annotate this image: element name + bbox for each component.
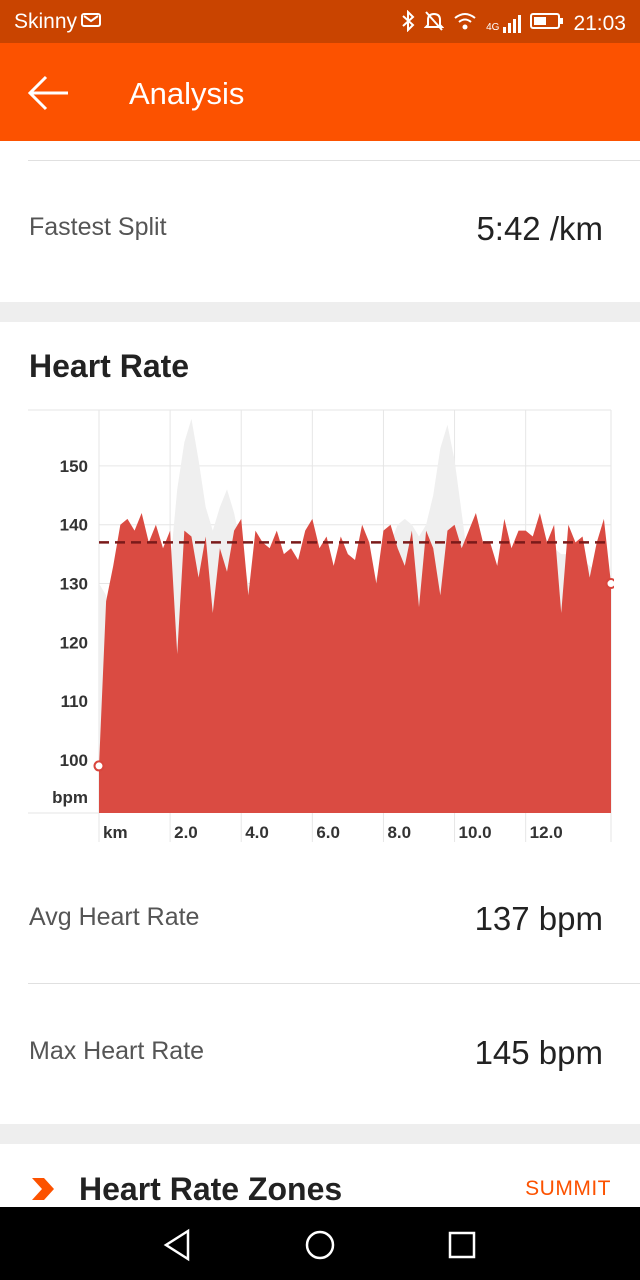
x-tick-label: 8.0	[387, 823, 411, 842]
arrow-left-icon	[26, 75, 72, 117]
fastest-split-value: 5:42 /km	[476, 210, 603, 247]
status-right: 4G 21:03	[401, 9, 626, 38]
x-tick-label: 2.0	[174, 823, 198, 842]
nav-back-button[interactable]	[158, 1225, 198, 1265]
recents-square-icon	[442, 1231, 482, 1269]
chart-markers	[93, 578, 614, 772]
summit-badge[interactable]: SUMMIT	[525, 1177, 611, 1200]
x-tick-label: 10.0	[459, 823, 492, 842]
wifi-icon	[453, 11, 477, 37]
x-tick-label: 12.0	[530, 823, 563, 842]
heart-rate-series	[99, 512, 611, 813]
x-tick-label: 6.0	[316, 823, 340, 842]
y-tick-label: 150	[60, 457, 88, 476]
carrier-name: Skinny	[14, 10, 78, 33]
message-icon	[81, 10, 102, 34]
avg-heart-rate-label: Avg Heart Rate	[29, 903, 200, 931]
signal-icon: 4G	[486, 15, 522, 33]
divider	[28, 160, 640, 161]
battery-icon	[530, 12, 564, 36]
section-gap	[0, 1124, 640, 1144]
heart-rate-title: Heart Rate	[29, 348, 190, 384]
heart-rate-area	[99, 512, 611, 813]
page-title: Analysis	[129, 76, 245, 111]
status-left: Skinny	[14, 10, 102, 34]
max-heart-rate-value: 145 bpm	[474, 1034, 603, 1071]
app-bar: Analysis	[0, 43, 640, 141]
y-tick-label: 140	[60, 516, 88, 535]
bluetooth-icon	[401, 9, 415, 38]
divider	[28, 983, 640, 984]
x-axis-label: km	[103, 823, 128, 842]
section-gap	[0, 302, 640, 322]
max-heart-rate-label: Max Heart Rate	[29, 1037, 205, 1065]
heart-rate-zones-title[interactable]: Heart Rate Zones	[79, 1171, 343, 1207]
y-axis-label: bpm	[52, 788, 88, 807]
network-type: 4G	[486, 22, 500, 33]
nav-home-button[interactable]	[300, 1225, 340, 1265]
y-tick-label: 120	[60, 633, 88, 652]
status-bar: Skinny 4G 21:03	[0, 0, 640, 43]
endpoint-marker	[93, 760, 105, 772]
y-tick-label: 100	[60, 751, 88, 770]
x-tick-label: 4.0	[245, 823, 269, 842]
endpoint-marker	[605, 578, 614, 590]
home-circle-icon	[300, 1230, 340, 1269]
back-triangle-icon	[158, 1228, 198, 1269]
y-tick-label: 130	[60, 575, 88, 594]
y-tick-label: 110	[61, 692, 88, 711]
system-nav-bar	[0, 1207, 640, 1280]
back-button[interactable]	[26, 73, 72, 113]
mute-icon	[423, 10, 445, 38]
avg-heart-rate-value: 137 bpm	[474, 900, 603, 937]
fastest-split-label: Fastest Split	[29, 213, 167, 241]
clock: 21:03	[573, 12, 626, 35]
nav-recents-button[interactable]	[442, 1225, 482, 1265]
chevron-right-icon	[30, 1176, 56, 1207]
